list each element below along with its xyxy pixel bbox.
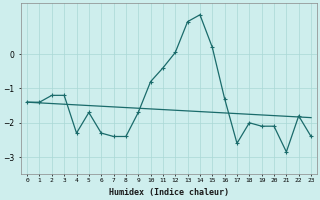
- X-axis label: Humidex (Indice chaleur): Humidex (Indice chaleur): [109, 188, 229, 197]
